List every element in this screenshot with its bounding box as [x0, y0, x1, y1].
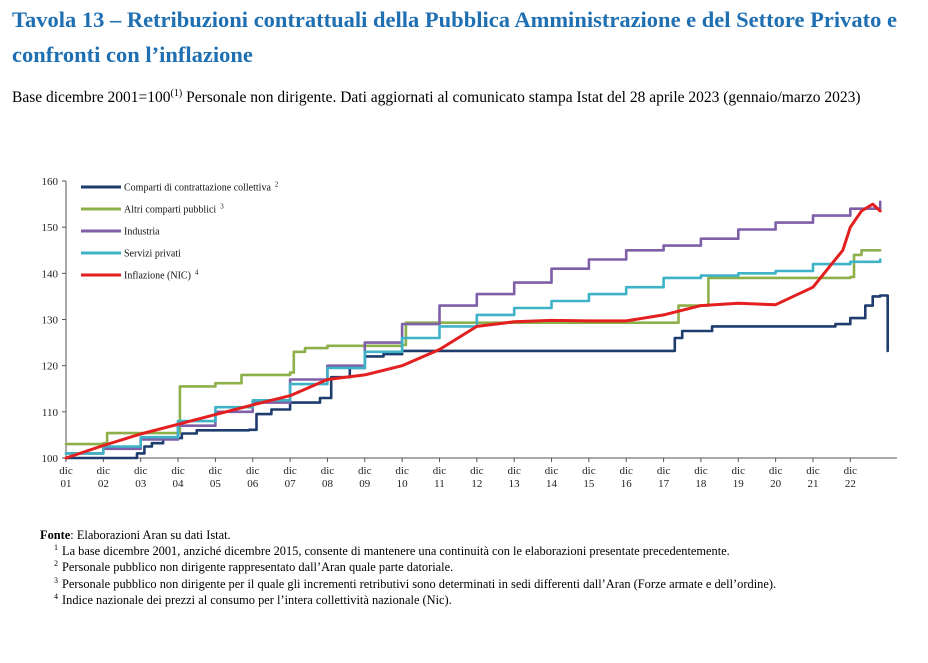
x-tick-label: 10 [397, 478, 409, 490]
x-tick-label: 04 [173, 478, 185, 490]
x-tick-label: dic [507, 465, 521, 477]
series-line-2 [64, 249, 882, 446]
x-tick-label: dic [59, 465, 73, 477]
footnote-mark: 2 [54, 559, 58, 569]
x-tick-label: dic [321, 465, 335, 477]
x-tick-label: dic [694, 465, 708, 477]
series-line-5 [64, 202, 882, 460]
x-tick-label: dic [283, 465, 297, 477]
chart-series [64, 200, 889, 460]
x-tick-label: 14 [546, 478, 558, 490]
x-tick-label: dic [844, 465, 858, 477]
footnote-4: 4 Indice nazionale dei prezzi al consumo… [40, 592, 910, 608]
y-tick-label: 100 [42, 453, 59, 465]
x-tick-label: 20 [770, 478, 782, 490]
chart-axes: 100110120130140150160dic01dic02dic03dic0… [42, 176, 897, 490]
footnote-text: Indice nazionale dei prezzi al consumo p… [62, 592, 452, 607]
x-tick-label: 02 [98, 478, 109, 490]
series-line-4 [64, 258, 882, 455]
x-tick-label: dic [171, 465, 185, 477]
x-tick-label: dic [769, 465, 783, 477]
x-tick-label: dic [246, 465, 260, 477]
x-tick-label: 01 [61, 478, 72, 490]
x-tick-label: 13 [509, 478, 521, 490]
x-tick-label: 22 [845, 478, 856, 490]
footnote-3: 3 Personale pubblico non dirigente per i… [40, 576, 910, 592]
x-tick-label: dic [732, 465, 746, 477]
legend-label-1: Comparti di contrattazione collettiva 2 [124, 181, 279, 194]
x-tick-label: 18 [695, 478, 707, 490]
source-line: Fonte: Elaborazioni Aran su dati Istat. [40, 527, 910, 543]
x-tick-label: 21 [807, 478, 818, 490]
x-tick-label: 16 [621, 478, 633, 490]
footnote-mark: 3 [54, 575, 58, 585]
x-tick-label: dic [97, 465, 111, 477]
x-tick-label: 07 [285, 478, 297, 490]
x-tick-label: 19 [733, 478, 745, 490]
legend-note-mark: 4 [195, 269, 199, 277]
legend-label-4: Servizi privati [124, 249, 181, 260]
x-tick-label: 08 [322, 478, 334, 490]
x-tick-label: 17 [658, 478, 670, 490]
footnote-2: 2 Personale pubblico non dirigente rappr… [40, 559, 910, 575]
x-tick-label: dic [134, 465, 148, 477]
x-tick-label: dic [358, 465, 372, 477]
x-tick-label: 05 [210, 478, 222, 490]
x-tick-label: dic [545, 465, 559, 477]
y-tick-label: 110 [42, 407, 59, 419]
x-tick-label: 12 [471, 478, 482, 490]
y-tick-label: 120 [42, 361, 59, 373]
x-tick-label: 06 [247, 478, 259, 490]
y-tick-label: 130 [42, 315, 59, 327]
subtitle-note-mark: (1) [170, 88, 183, 99]
footnote-mark: 4 [54, 591, 58, 601]
source-label: Fonte [40, 528, 71, 542]
footnote-1: 1 La base dicembre 2001, anziché dicembr… [40, 543, 910, 559]
footnotes: Fonte: Elaborazioni Aran su dati Istat. … [40, 527, 910, 608]
footnote-mark: 1 [54, 543, 58, 553]
legend-label-5: Inflazione (NIC) 4 [124, 269, 199, 282]
table-title: Tavola 13 – Retribuzioni contrattuali de… [12, 7, 897, 67]
chart-legend: Comparti di contrattazione collettiva 2 Al… [81, 181, 279, 282]
subtitle-base: Base dicembre 2001=100 [12, 89, 171, 107]
y-tick-label: 150 [42, 222, 59, 234]
footnote-text: Personale pubblico non dirigente per il … [62, 576, 777, 591]
x-tick-label: 11 [434, 478, 445, 490]
x-tick-label: 15 [583, 478, 595, 490]
subtitle-description: Personale non dirigente. Dati aggiornati… [182, 89, 861, 107]
footnote-text: La base dicembre 2001, anziché dicembre … [62, 544, 730, 559]
x-tick-label: dic [209, 465, 223, 477]
x-tick-label: dic [619, 465, 633, 477]
footnote-text: Personale pubblico non dirigente rappres… [62, 560, 454, 575]
y-tick-label: 160 [42, 176, 59, 188]
legend-label-2: Altri comparti pubblici 3 [124, 203, 224, 216]
x-tick-label: 03 [135, 478, 147, 490]
x-tick-label: dic [395, 465, 409, 477]
x-tick-label: dic [470, 465, 484, 477]
x-tick-label: dic [433, 465, 447, 477]
legend-label-3: Industria [124, 227, 160, 238]
x-tick-label: dic [806, 465, 820, 477]
legend-note-mark: 3 [220, 203, 224, 211]
x-tick-label: dic [657, 465, 671, 477]
legend-note-mark: 2 [275, 181, 279, 189]
source-text: : Elaborazioni Aran su dati Istat. [70, 528, 231, 542]
x-tick-label: dic [582, 465, 596, 477]
y-tick-label: 140 [42, 268, 59, 280]
line-chart: 100110120130140150160dic01dic02dic03dic0… [42, 176, 897, 490]
chart-subtitle: Base dicembre 2001=100(1) Personale non … [12, 84, 922, 107]
x-tick-label: 09 [359, 478, 371, 490]
